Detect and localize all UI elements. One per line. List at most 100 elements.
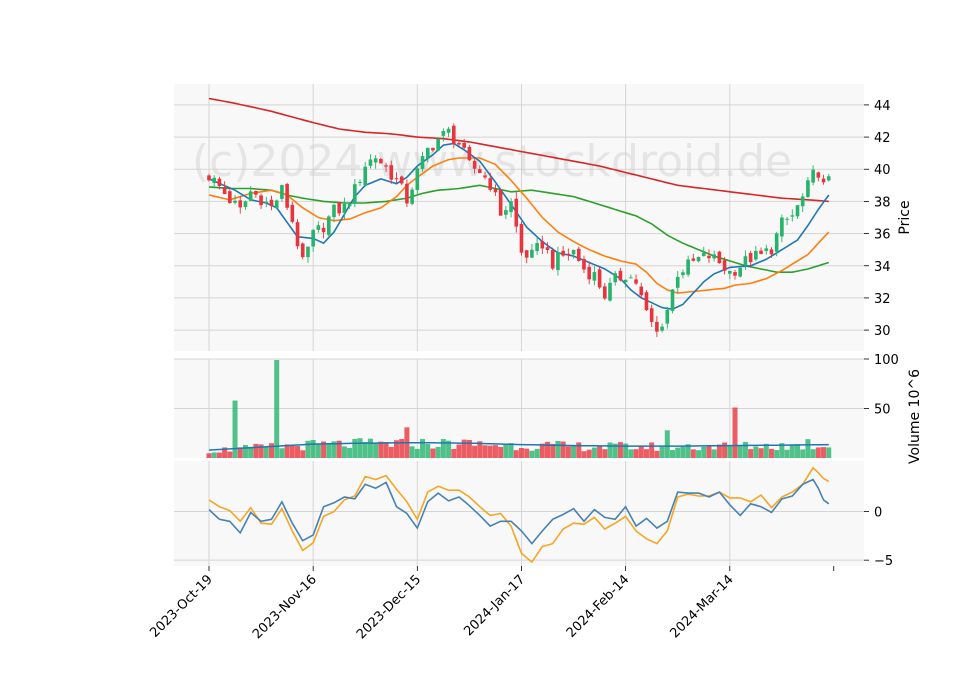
candle-body [467,146,472,161]
candle-body [379,158,383,164]
volume-bar [670,450,676,458]
candle-body [597,269,602,288]
volume-tick-label: 100 [874,353,899,368]
volume-bar [706,446,712,458]
candle [759,247,763,255]
candle-body [337,202,341,214]
candle-body [457,142,461,145]
candle [504,206,508,220]
candle-body [816,172,821,178]
candle-body [436,138,440,151]
osc-tick-label: −5 [874,554,893,569]
candle-body [649,308,654,322]
volume-bar [800,449,806,458]
candle-body [576,248,581,261]
candle [207,173,211,182]
candle-body [592,272,597,281]
volume-bar [675,447,681,458]
candle-body [326,216,331,235]
candle [774,231,779,257]
volume-bar [331,441,337,458]
volume-bar [623,443,629,458]
candle [451,123,456,149]
candle-body [222,187,227,195]
volume-bar [435,446,441,458]
price-tick-label: 44 [874,99,891,114]
candle-body [363,166,368,186]
candle-body [811,169,815,183]
candle-body [629,277,633,279]
candle-body [655,321,659,332]
volume-bar [440,439,446,458]
volume-bar [612,443,618,458]
candle-body [524,250,529,258]
candle-body [660,326,664,331]
candle-body [264,201,269,203]
candle-body [472,160,477,169]
osc-tick-label: 0 [874,506,882,521]
candle [399,175,404,186]
volume-bar [774,450,780,458]
candle-body [696,256,701,262]
volume-bar [315,443,321,458]
candle-body [603,286,607,299]
volume-bar [727,444,733,458]
volume-bar [258,444,264,458]
volume-bar [805,439,811,458]
candle-body [618,270,623,281]
candle-body [207,175,211,181]
candle-body [535,243,539,252]
candle [420,151,425,172]
volume-bar [664,430,670,458]
volume-bar [232,400,238,458]
candle [353,179,357,208]
ma-200-line [208,97,829,203]
candle-body [707,255,711,259]
volume-bar [237,447,243,458]
candle-body [498,189,503,216]
candle [290,201,295,224]
candle-body [295,222,300,247]
volume-bar [815,447,821,458]
candle [415,166,420,196]
candle-body [681,272,685,276]
candle [795,205,800,219]
ma-long-line [208,184,830,273]
volume-bar [763,443,769,458]
volume-bar [696,450,702,458]
candle [722,257,727,275]
volume-bar [659,446,665,458]
volume-tick-label: 50 [874,403,891,418]
candle [629,274,633,279]
price-tick-label: 40 [874,163,891,178]
volume-bar [289,445,295,458]
candle [462,138,466,150]
candle [373,155,378,169]
candle-body [353,184,357,204]
candle-body [462,142,466,148]
candle [405,179,409,208]
candle [587,261,591,285]
candle-body [389,165,394,180]
price-tick-label: 36 [874,228,891,243]
volume-bar [336,440,342,458]
volume-bar [498,446,504,458]
candle-body [743,256,748,266]
candle [691,253,696,262]
candle [800,193,805,213]
price-panel [174,84,864,351]
candle-body [274,200,279,209]
volume-bar [492,445,498,458]
candle [696,256,701,263]
candle [603,282,607,300]
candle [384,162,388,173]
candle [790,209,795,222]
candle [613,270,618,286]
candle [316,221,321,233]
volume-bar [529,450,535,458]
candle-body [300,243,305,258]
candle [748,250,753,268]
volume-bar [420,439,426,458]
volume-bar [409,446,415,458]
volume-bar [560,441,566,458]
